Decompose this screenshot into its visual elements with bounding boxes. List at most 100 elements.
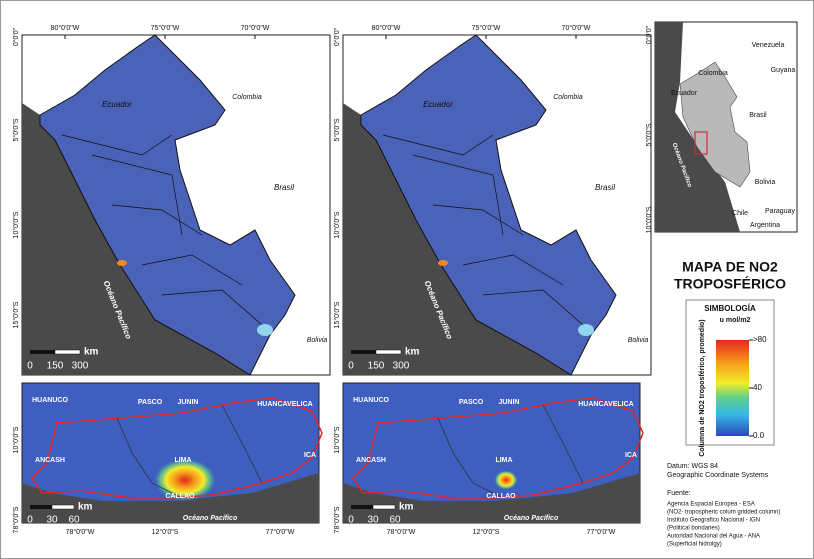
lake bbox=[578, 324, 594, 336]
place-label: Bolivia bbox=[755, 179, 776, 186]
scale-tick: 150 bbox=[368, 361, 385, 372]
lat-label: 0°0'0" bbox=[12, 27, 20, 46]
region-border bbox=[542, 404, 584, 484]
scale-bar bbox=[375, 349, 402, 355]
region-borders bbox=[382, 134, 494, 156]
no2-hotspot bbox=[117, 260, 127, 266]
place-label: Brasil bbox=[749, 112, 767, 119]
lat-label: 78°0'0"S bbox=[333, 506, 341, 533]
lon-label: 78°0'0"W bbox=[387, 528, 416, 536]
scale-unit: km bbox=[399, 502, 414, 513]
source-line: Autoridad Nacional del Agua - ANA bbox=[667, 534, 760, 540]
main-map: EcuadorColombiaBrasilBoliviaChileOcéano … bbox=[21, 34, 331, 407]
title-line: TROPOSFÉRICO bbox=[674, 276, 786, 292]
scale-tick: 300 bbox=[393, 361, 410, 372]
place-label: Ecuador bbox=[671, 90, 698, 97]
region-border bbox=[412, 154, 504, 236]
scale-bar bbox=[54, 349, 81, 355]
lat-label: 5°0'0"S bbox=[333, 118, 341, 141]
legend-axis-label: Columna de NO2 troposférico, promedio) bbox=[699, 319, 706, 456]
ocean bbox=[655, 22, 740, 232]
no2-hotspot bbox=[494, 470, 518, 490]
region-border bbox=[161, 289, 263, 326]
legend-unit: u mol/m2 bbox=[720, 317, 751, 324]
place-label: Brasil bbox=[595, 183, 615, 192]
no2-hotspot bbox=[438, 260, 448, 266]
datum-text: Geographic Coordinate Systems bbox=[667, 472, 769, 479]
scale-tick: 0 bbox=[348, 361, 354, 372]
place-label: PASCO bbox=[459, 399, 484, 406]
place-label: HUANCAVELICA bbox=[578, 401, 633, 408]
lon-label: 77°0'0"W bbox=[587, 528, 616, 536]
place-label: HUANUCO bbox=[32, 397, 68, 404]
scale-bar bbox=[351, 350, 376, 354]
legend-tick-label: 0.0 bbox=[753, 431, 765, 440]
source-line: (NO2- tropospheric colum gridded column) bbox=[667, 510, 780, 516]
lon-label: 77°0'0"W bbox=[266, 528, 295, 536]
place-label: Brasil bbox=[274, 183, 294, 192]
scale-unit: km bbox=[84, 347, 99, 358]
zoom-map: 78°0'0"W 12°0'0"S 77°0'0"W 10°0'0"S 78°0'0"S… bbox=[12, 382, 323, 536]
study-area bbox=[694, 131, 708, 155]
source-line: (Political bondaries) bbox=[667, 526, 720, 532]
lat-label: 10°0'0"S bbox=[12, 211, 20, 238]
place-label: Océano Pacífico bbox=[504, 515, 559, 522]
lat-label: 5°0'0"S bbox=[645, 123, 653, 146]
place-label: Guyana bbox=[771, 67, 796, 74]
lon-label: 70°0'0"W bbox=[241, 24, 270, 32]
peru-no2 bbox=[360, 34, 617, 376]
place-label: Bolivia bbox=[307, 337, 328, 344]
legend-tick-label: >80 bbox=[753, 335, 767, 344]
place-label: Ecuador bbox=[423, 100, 453, 109]
region-border bbox=[221, 404, 263, 484]
place-label: Bolivia bbox=[628, 337, 649, 344]
scale-tick: 30 bbox=[367, 515, 379, 526]
lat-label: 15°0'0"S bbox=[12, 301, 20, 328]
place-label: JUNIN bbox=[498, 399, 519, 406]
scale-tick: 150 bbox=[47, 361, 64, 372]
region-border bbox=[91, 154, 183, 236]
scale-tick: 30 bbox=[46, 515, 58, 526]
no2-hotspot bbox=[153, 458, 217, 502]
source-line: Instituto Geografico Nacional - IGN bbox=[667, 518, 760, 524]
place-label: ANCASH bbox=[35, 457, 65, 464]
place-label: Argentina bbox=[750, 222, 780, 229]
place-label: HUANCAVELICA bbox=[257, 401, 312, 408]
lon-label: 75°0'0"W bbox=[472, 24, 501, 32]
lon-label: 80°0'0"W bbox=[372, 24, 401, 32]
lat-label: 78°0'0"S bbox=[12, 506, 20, 533]
scale-tick: 300 bbox=[72, 361, 89, 372]
color-ramp bbox=[716, 340, 749, 436]
place-label: CALLAO bbox=[486, 493, 516, 500]
ocean bbox=[22, 103, 250, 375]
zoom-map: 78°0'0"W 12°0'0"S 77°0'0"W 10°0'0"S 78°0'0"S… bbox=[333, 382, 644, 536]
place-label: Chile bbox=[732, 210, 748, 217]
scale-bar bbox=[51, 504, 75, 510]
place-label: ICA bbox=[304, 452, 316, 459]
place-label: ICA bbox=[625, 452, 637, 459]
place-label: LIMA bbox=[495, 457, 512, 464]
title-line: MAPA DE NO2 bbox=[682, 259, 778, 275]
lat-label: 10°0'0"S bbox=[333, 211, 341, 238]
scale-tick: 0 bbox=[348, 515, 354, 526]
region-border bbox=[462, 254, 564, 286]
place-label: CALLAO bbox=[165, 493, 195, 500]
ocean bbox=[343, 103, 571, 375]
region-border bbox=[482, 289, 584, 326]
lon-label: 78°0'0"W bbox=[66, 528, 95, 536]
lon-label: 70°0'0"W bbox=[562, 24, 591, 32]
ocean bbox=[343, 473, 640, 523]
place-label: Paraguay bbox=[765, 208, 795, 215]
peru-no2 bbox=[39, 34, 296, 376]
place-label: LIMA bbox=[174, 457, 191, 464]
lat-label: 5°0'0"S bbox=[12, 118, 20, 141]
region-border bbox=[116, 417, 183, 499]
scale-tick: 0 bbox=[27, 515, 33, 526]
main-map: EcuadorColombiaBrasilBoliviaChileOcéano … bbox=[342, 34, 652, 407]
scale-bar bbox=[30, 350, 55, 354]
place-label: JUNIN bbox=[177, 399, 198, 406]
source-line: (Superficial hidrolgy) bbox=[667, 542, 722, 548]
scale-bar bbox=[372, 504, 396, 510]
place-label: PASCO bbox=[138, 399, 163, 406]
legend-tick-label: 40 bbox=[753, 383, 762, 392]
